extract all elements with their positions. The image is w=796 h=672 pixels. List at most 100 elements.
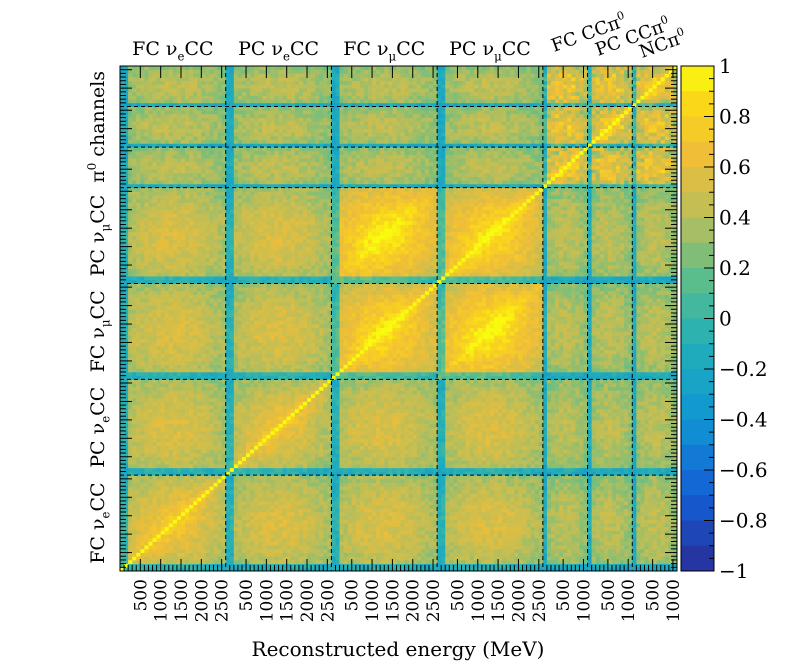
heatmap-cell xyxy=(201,191,206,196)
heatmap-cell xyxy=(225,257,231,262)
heatmap-cell xyxy=(128,548,133,553)
heatmap-cell xyxy=(160,324,166,329)
heatmap-cell xyxy=(221,467,227,472)
heatmap-cell xyxy=(140,77,145,82)
heatmap-cell xyxy=(148,453,153,458)
heatmap-cell xyxy=(254,552,259,557)
heatmap-cell xyxy=(128,294,133,299)
heatmap-cell xyxy=(156,423,162,428)
heatmap-cell xyxy=(128,482,133,487)
heatmap-cell xyxy=(213,290,218,295)
heatmap-cell xyxy=(152,346,157,351)
heatmap-cell xyxy=(233,154,239,159)
heatmap-cell xyxy=(140,309,145,314)
heatmap-cell xyxy=(225,430,231,435)
heatmap-cell xyxy=(152,253,157,259)
heatmap-cell xyxy=(176,290,182,295)
heatmap-cell xyxy=(246,545,251,550)
heatmap-cell xyxy=(160,353,166,358)
heatmap-cell xyxy=(176,66,182,71)
heatmap-cell xyxy=(128,349,133,354)
heatmap-cell xyxy=(156,235,162,240)
heatmap-cell xyxy=(237,169,243,174)
heatmap-cell xyxy=(197,294,202,299)
heatmap-cell xyxy=(229,434,235,439)
heatmap-cell xyxy=(176,515,182,520)
heatmap-cell xyxy=(241,228,247,233)
heatmap-cell xyxy=(160,154,166,159)
heatmap-cell xyxy=(250,379,255,384)
heatmap-cell xyxy=(237,95,243,100)
heatmap-cell xyxy=(250,154,255,159)
heatmap-cell xyxy=(164,268,170,273)
heatmap-cell xyxy=(209,504,214,509)
heatmap-cell xyxy=(132,272,137,277)
heatmap-cell xyxy=(201,383,206,388)
heatmap-cell xyxy=(148,338,153,343)
heatmap-cell xyxy=(213,453,218,458)
heatmap-cell xyxy=(193,408,198,413)
heatmap-cell xyxy=(180,397,186,402)
heatmap-cell xyxy=(156,121,162,126)
heatmap-cell xyxy=(201,324,206,329)
heatmap-cell xyxy=(189,235,194,240)
heatmap-cell xyxy=(246,327,251,332)
heatmap-cell xyxy=(229,530,235,535)
heatmap-cell xyxy=(172,338,178,343)
heatmap-cell xyxy=(120,563,125,568)
heatmap-cell xyxy=(221,198,227,203)
heatmap-cell xyxy=(148,224,153,229)
heatmap-cell xyxy=(180,519,186,524)
heatmap-cell xyxy=(229,449,235,454)
heatmap-cell xyxy=(160,427,166,432)
heatmap-cell xyxy=(172,408,178,413)
heatmap-cell xyxy=(250,102,255,107)
heatmap-cell xyxy=(148,261,153,266)
heatmap-cell xyxy=(120,88,125,93)
heatmap-cell xyxy=(136,397,141,402)
heatmap-cell xyxy=(262,519,267,524)
heatmap-cell xyxy=(185,316,190,321)
heatmap-cell xyxy=(136,176,141,181)
heatmap-cell xyxy=(152,493,157,498)
heatmap-cell xyxy=(176,143,182,148)
heatmap-cell xyxy=(241,110,247,115)
heatmap-cell xyxy=(233,523,239,528)
heatmap-cell xyxy=(201,563,206,568)
heatmap-cell xyxy=(152,412,157,417)
heatmap-cell xyxy=(189,80,194,85)
heatmap-cell xyxy=(140,430,145,435)
heatmap-cell xyxy=(189,117,194,122)
heatmap-cell xyxy=(132,136,137,141)
heatmap-cell xyxy=(120,265,125,270)
heatmap-cell xyxy=(237,327,243,332)
heatmap-cell xyxy=(128,493,133,498)
heatmap-cell xyxy=(246,497,251,502)
heatmap-cell xyxy=(254,416,259,421)
heatmap-cell xyxy=(185,530,190,535)
heatmap-cell xyxy=(258,132,263,137)
heatmap-cell xyxy=(176,228,182,233)
heatmap-cell xyxy=(193,99,198,104)
heatmap-cell xyxy=(144,132,149,137)
heatmap-cell xyxy=(258,534,263,539)
heatmap-cell xyxy=(258,416,263,421)
heatmap-cell xyxy=(172,158,178,163)
heatmap-cell xyxy=(221,161,227,166)
heatmap-cell xyxy=(185,224,190,229)
heatmap-cell xyxy=(233,368,239,373)
heatmap-cell xyxy=(237,471,243,476)
heatmap-cell xyxy=(140,261,145,266)
heatmap-cell xyxy=(140,500,145,505)
heatmap-cell xyxy=(250,121,255,126)
heatmap-cell xyxy=(246,99,251,104)
heatmap-cell xyxy=(140,493,145,498)
heatmap-cell xyxy=(193,253,198,259)
heatmap-cell xyxy=(221,91,227,96)
heatmap-cell xyxy=(164,183,170,188)
heatmap-cell xyxy=(128,287,133,292)
heatmap-cell xyxy=(144,136,149,141)
heatmap-cell xyxy=(209,541,214,546)
heatmap-cell xyxy=(185,478,190,483)
heatmap-cell xyxy=(132,235,137,240)
